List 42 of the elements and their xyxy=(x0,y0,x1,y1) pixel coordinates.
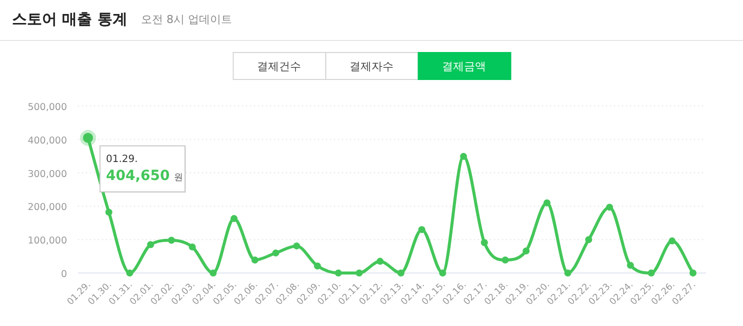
point xyxy=(397,270,404,276)
category-label: 결제건수 xyxy=(257,60,301,73)
point xyxy=(376,258,384,265)
point xyxy=(480,239,488,246)
point xyxy=(147,241,154,248)
point xyxy=(439,270,446,276)
point xyxy=(543,199,550,206)
point xyxy=(690,270,696,276)
point xyxy=(293,242,300,250)
point xyxy=(105,208,112,216)
y-tick-label: 0 xyxy=(60,269,67,280)
point xyxy=(606,204,614,211)
y-tick-label: 400,000 xyxy=(28,135,67,146)
point xyxy=(418,226,426,234)
annotation: 404,650 원 xyxy=(106,168,183,184)
category-label: 결제자수 xyxy=(350,60,394,73)
point xyxy=(648,270,655,276)
y-tick-label: 200,000 xyxy=(28,202,67,214)
point xyxy=(168,236,175,244)
point xyxy=(356,270,363,276)
y-tick-label: 300,000 xyxy=(28,168,67,180)
text: 스토어 매출 통계 xyxy=(12,10,128,28)
category-label: 결제금액 xyxy=(442,60,486,73)
point xyxy=(585,236,592,244)
point xyxy=(334,270,342,276)
point xyxy=(126,270,134,276)
point xyxy=(272,249,280,256)
point xyxy=(502,256,509,264)
point xyxy=(668,237,676,244)
point xyxy=(230,215,238,222)
point xyxy=(626,262,634,269)
annotation: 01.29. xyxy=(106,154,138,165)
point xyxy=(188,243,196,250)
y-tick-label: 500,000 xyxy=(28,102,67,113)
point xyxy=(251,256,258,264)
text: 오전 8시 업데이트 xyxy=(141,13,232,26)
y-tick-label: 100,000 xyxy=(28,236,67,247)
point xyxy=(314,262,321,270)
point xyxy=(564,270,572,276)
point xyxy=(522,247,530,254)
point xyxy=(460,152,468,160)
point xyxy=(210,270,217,276)
